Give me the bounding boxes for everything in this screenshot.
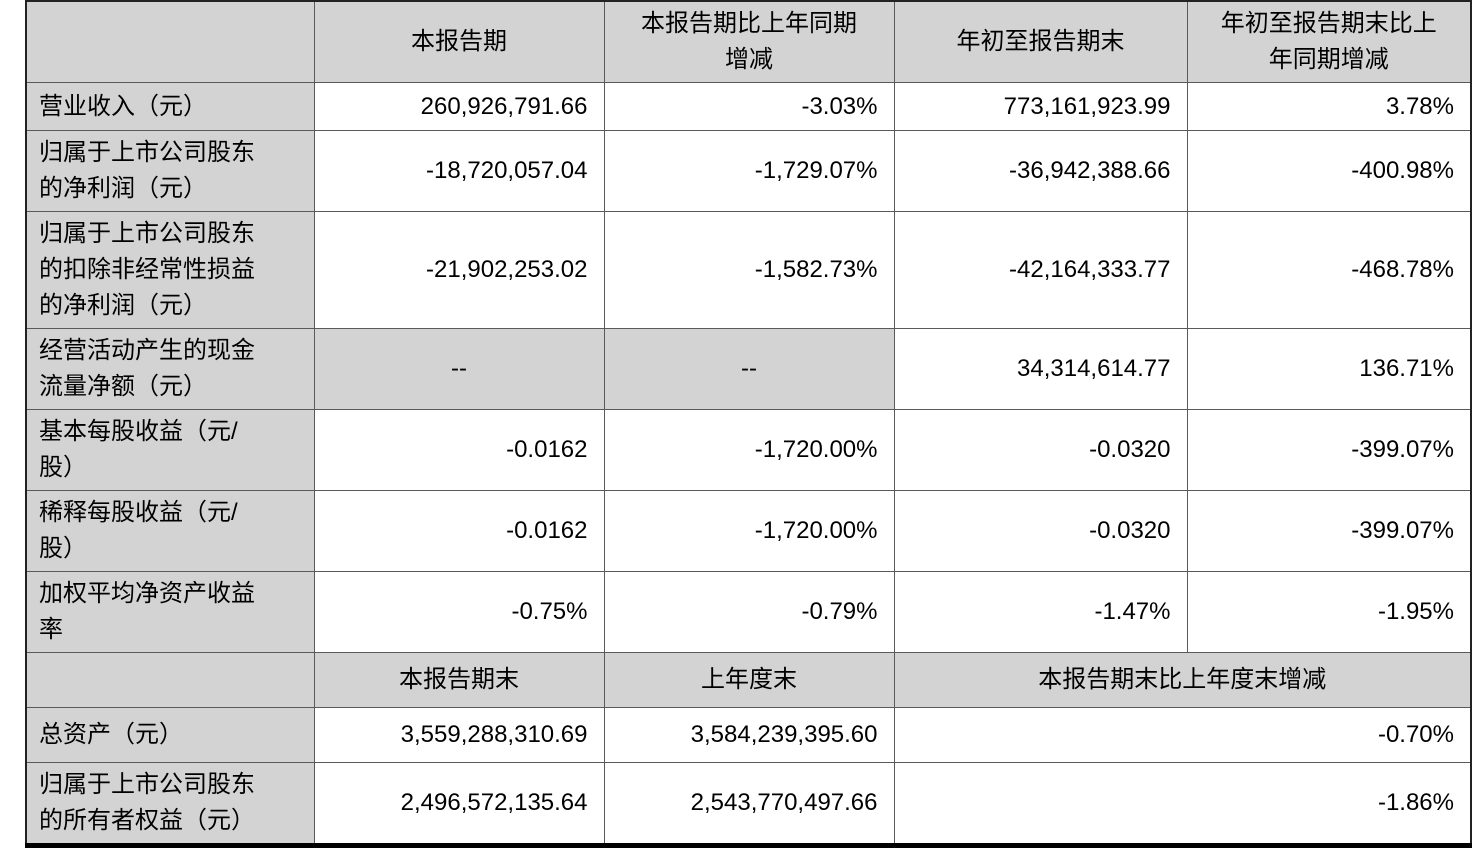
cell-value-na: -- — [603, 328, 895, 410]
col-header-end-of-period: 本报告期末 — [313, 652, 605, 708]
cell-value: -399.07% — [1186, 490, 1472, 572]
table-row-operating-cash-flow: 经营活动产生的现金流量净额（元） -- -- 34,314,614.77 136… — [25, 328, 1472, 410]
row-label: 稀释每股收益（元/股） — [25, 490, 315, 572]
row-label: 营业收入（元） — [25, 82, 315, 131]
cell-value: -0.0320 — [893, 490, 1188, 572]
corner-cell — [25, 0, 315, 83]
cell-value: -1.95% — [1186, 571, 1472, 653]
cell-value: -0.0320 — [893, 409, 1188, 491]
cell-value: 773,161,923.99 — [893, 82, 1188, 131]
cell-value: 3.78% — [1186, 82, 1472, 131]
cell-value: 3,584,239,395.60 — [603, 707, 895, 763]
cell-value: -1,729.07% — [603, 130, 895, 212]
col-header-period-vs-last-year: 本报告期末比上年度末增减 — [893, 652, 1472, 708]
col-header-end-of-last-year: 上年度末 — [603, 652, 895, 708]
row-label: 加权平均净资产收益率 — [25, 571, 315, 653]
cell-value: -3.03% — [603, 82, 895, 131]
table-row-net-profit-excl-nonrecurring: 归属于上市公司股东的扣除非经常性损益的净利润（元） -21,902,253.02… — [25, 211, 1472, 329]
cell-value: -400.98% — [1186, 130, 1472, 212]
cell-value: -42,164,333.77 — [893, 211, 1188, 329]
table-row-net-profit: 归属于上市公司股东的净利润（元） -18,720,057.04 -1,729.0… — [25, 130, 1472, 212]
cell-value: -18,720,057.04 — [313, 130, 605, 212]
financial-summary-table: 本报告期 本报告期比上年同期增减 年初至报告期末 年初至报告期末比上年同期增减 … — [25, 0, 1472, 848]
cell-value: -0.79% — [603, 571, 895, 653]
cell-value: -0.0162 — [313, 409, 605, 491]
cell-value: -0.0162 — [313, 490, 605, 572]
cell-value: -1,582.73% — [603, 211, 895, 329]
cell-value: -1,720.00% — [603, 490, 895, 572]
section1-header-row: 本报告期 本报告期比上年同期增减 年初至报告期末 年初至报告期末比上年同期增减 — [25, 0, 1472, 83]
cell-value: 3,559,288,310.69 — [313, 707, 605, 763]
table-row-diluted-eps: 稀释每股收益（元/股） -0.0162 -1,720.00% -0.0320 -… — [25, 490, 1472, 572]
table-row-total-assets: 总资产（元） 3,559,288,310.69 3,584,239,395.60… — [25, 707, 1472, 763]
cell-value: 136.71% — [1186, 328, 1472, 410]
row-label: 归属于上市公司股东的净利润（元） — [25, 130, 315, 212]
table-row-weighted-avg-roe: 加权平均净资产收益率 -0.75% -0.79% -1.47% -1.95% — [25, 571, 1472, 653]
row-label: 经营活动产生的现金流量净额（元） — [25, 328, 315, 410]
cell-value: 34,314,614.77 — [893, 328, 1188, 410]
cell-value: -468.78% — [1186, 211, 1472, 329]
col-header-ytd: 年初至报告期末 — [893, 0, 1188, 83]
cell-value: -36,942,388.66 — [893, 130, 1188, 212]
table-row-revenue: 营业收入（元） 260,926,791.66 -3.03% 773,161,92… — [25, 82, 1472, 131]
cell-value: -0.70% — [893, 707, 1472, 763]
cell-value: -0.75% — [313, 571, 605, 653]
cell-value: -21,902,253.02 — [313, 211, 605, 329]
cell-value-na: -- — [313, 328, 605, 410]
row-label: 归属于上市公司股东的扣除非经常性损益的净利润（元） — [25, 211, 315, 329]
col-header-ytd-yoy: 年初至报告期末比上年同期增减 — [1186, 0, 1472, 83]
table-row-basic-eps: 基本每股收益（元/股） -0.0162 -1,720.00% -0.0320 -… — [25, 409, 1472, 491]
section2-header-row: 本报告期末 上年度末 本报告期末比上年度末增减 — [25, 652, 1472, 708]
cell-value: -1.47% — [893, 571, 1188, 653]
cell-value: -1,720.00% — [603, 409, 895, 491]
col-header-current-period-yoy: 本报告期比上年同期增减 — [603, 0, 895, 83]
col-header-current-period: 本报告期 — [313, 0, 605, 83]
cell-value: 260,926,791.66 — [313, 82, 605, 131]
corner-cell — [25, 652, 315, 708]
row-label: 总资产（元） — [25, 707, 315, 763]
cell-value: -399.07% — [1186, 409, 1472, 491]
row-label: 基本每股收益（元/股） — [25, 409, 315, 491]
